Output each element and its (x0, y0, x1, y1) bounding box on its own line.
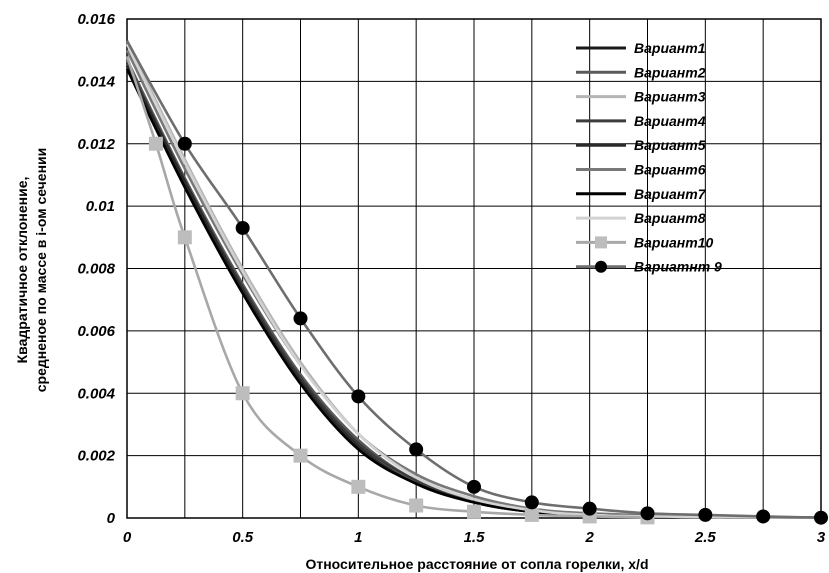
y-tick-label: 0.002 (77, 448, 115, 465)
series-layer (125, 40, 828, 525)
legend-label: Вариант8 (634, 210, 706, 226)
data-point-circle (698, 507, 713, 522)
x-tick-label: 2.5 (694, 529, 717, 546)
x-tick-label: 0 (123, 529, 132, 546)
data-point-circle (756, 509, 771, 524)
data-point-square (177, 230, 192, 245)
x-tick-label: 0.5 (232, 529, 254, 546)
series-line (125, 40, 822, 519)
legend-label: Вариант2 (634, 64, 706, 80)
y-tick-label: 0.004 (77, 385, 115, 402)
legend-label: Вариант1 (634, 40, 706, 56)
legend-marker-circle (595, 260, 607, 273)
legend-label: Вариатнт 9 (634, 259, 722, 275)
data-point-circle (235, 220, 250, 235)
data-point-circle (814, 510, 828, 525)
x-tick-label: 1 (354, 529, 362, 546)
legend: Вариант1 Вариант2 Вариант3 Вариант4 Вариант5… (576, 40, 722, 275)
data-point-square (293, 448, 308, 463)
data-point-circle (467, 479, 481, 494)
data-point-circle (524, 495, 539, 510)
data-point-circle (351, 389, 366, 404)
legend-label: Вариант10 (634, 234, 713, 250)
data-point-square (409, 498, 424, 513)
x-tick-label: 2 (584, 529, 594, 546)
y-axis-title-line-2: средненое по массе в i-ом сечении (33, 148, 49, 393)
data-point-square (148, 136, 163, 151)
legend-label: Вариант6 (634, 162, 706, 178)
x-tick-label: 3 (817, 529, 826, 546)
x-axis-title: Относительное расстояние от сопла горелк… (305, 556, 648, 572)
data-point-circle (293, 311, 308, 326)
legend-label: Вариант5 (634, 137, 706, 153)
tick-labels: 0 0.002 0.004 0.006 0.008 0.01 0.012 0.014 0.016… (77, 11, 825, 546)
data-point-circle (177, 136, 192, 151)
y-tick-label: 0.012 (77, 136, 115, 153)
data-point-square (524, 507, 539, 522)
y-tick-label: 0.008 (77, 261, 115, 278)
data-point-circle (640, 506, 655, 521)
legend-marker-square (595, 236, 607, 249)
data-point-square (351, 479, 366, 494)
y-tick-label: 0.014 (77, 73, 115, 90)
y-tick-label: 0.01 (86, 198, 115, 215)
y-tick-label: 0 (107, 510, 116, 527)
y-axis-title-line-1: Квадратичное отклонение, (14, 177, 30, 364)
legend-label: Вариант7 (634, 186, 707, 202)
legend-label: Вариант4 (634, 113, 706, 129)
data-point-circle (582, 501, 597, 516)
x-tick-label: 1.5 (464, 529, 486, 546)
data-point-square (467, 504, 481, 519)
y-tick-label: 0.006 (77, 323, 115, 340)
data-point-square (235, 386, 250, 401)
y-tick-label: 0.016 (77, 11, 115, 28)
legend-label: Вариант3 (634, 89, 706, 105)
data-point-circle (409, 442, 424, 457)
